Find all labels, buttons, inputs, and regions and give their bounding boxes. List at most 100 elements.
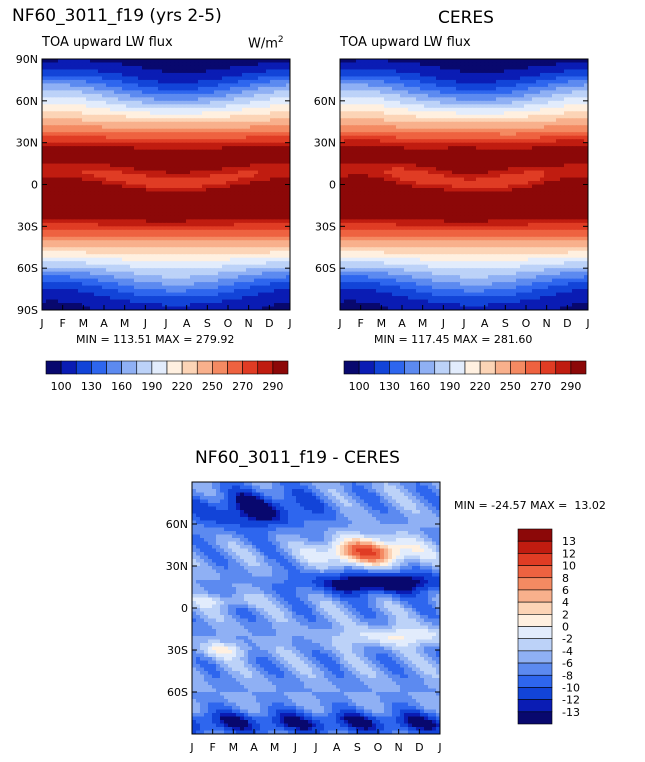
- model-cell: [190, 226, 195, 231]
- model-cell: [130, 59, 135, 64]
- model-cell: [214, 104, 219, 109]
- obs-cell: [584, 72, 588, 78]
- model-cell: [90, 191, 95, 196]
- model-cell: [42, 104, 47, 109]
- model-cell: [78, 83, 83, 88]
- model-cell: [118, 76, 123, 81]
- model-cell: [166, 236, 171, 241]
- model-cell: [230, 282, 235, 287]
- model-cell: [126, 229, 131, 234]
- model-cell: [214, 205, 219, 210]
- obs-cell: [372, 86, 377, 91]
- model-cell: [266, 222, 271, 227]
- model-cell: [102, 261, 107, 266]
- model-cell: [198, 93, 203, 98]
- model-cell: [110, 121, 115, 126]
- model-cell: [210, 111, 215, 116]
- model-cell: [138, 139, 143, 144]
- model-cell: [242, 208, 247, 213]
- model-cell: [114, 104, 119, 109]
- obs-cell: [524, 59, 529, 64]
- model-cell: [62, 86, 67, 91]
- model-cell: [154, 264, 159, 269]
- model-cell: [210, 296, 215, 301]
- model-cell: [198, 236, 203, 241]
- model-cell: [130, 299, 135, 304]
- model-cell: [202, 261, 207, 266]
- model-cell: [82, 198, 87, 203]
- model-cell: [42, 292, 47, 297]
- model-cell: [110, 236, 115, 241]
- model-cell: [190, 212, 195, 217]
- model-cell: [42, 118, 47, 123]
- model-cell: [146, 247, 151, 252]
- model-cell: [154, 181, 159, 186]
- model-cell: [174, 268, 179, 273]
- model-cell: [182, 187, 187, 193]
- model-cell: [286, 156, 290, 161]
- model-cell: [274, 72, 279, 78]
- model-cell: [134, 215, 139, 220]
- obs-cell: [524, 76, 529, 81]
- model-cell: [126, 215, 131, 220]
- model-cell: [74, 264, 79, 269]
- model-cell: [162, 181, 167, 186]
- model-cell: [54, 167, 59, 172]
- model-cell: [130, 125, 135, 130]
- obs-cell: [440, 59, 445, 64]
- model-cell: [222, 233, 227, 238]
- model-cell: [142, 275, 147, 280]
- model-cell: [262, 90, 267, 95]
- model-cell: [126, 139, 131, 144]
- model-cell: [42, 79, 47, 85]
- model-cell: [98, 205, 103, 210]
- model-cell: [158, 149, 163, 154]
- model-cell: [74, 278, 79, 283]
- model-cell: [162, 243, 167, 248]
- model-cell: [234, 121, 239, 126]
- model-cell: [66, 174, 71, 179]
- model-cell: [170, 170, 175, 175]
- model-cell: [142, 97, 147, 102]
- model-cell: [42, 174, 47, 179]
- obs-cell: [376, 69, 381, 74]
- model-cell: [42, 208, 47, 213]
- model-cell: [122, 128, 127, 133]
- model-cell: [222, 285, 227, 290]
- model-cell: [154, 191, 159, 196]
- model-cell: [202, 62, 207, 67]
- model-cell: [186, 86, 191, 91]
- model-cell: [142, 222, 147, 227]
- model-cell: [178, 268, 183, 273]
- obs-cell: [400, 69, 405, 74]
- model-cell: [150, 212, 155, 217]
- model-cell: [98, 194, 103, 200]
- model-cell: [58, 93, 63, 98]
- model-cell: [78, 86, 83, 91]
- model-cell: [110, 201, 115, 207]
- obs-cell: [340, 76, 345, 81]
- model-cell: [50, 243, 55, 248]
- model-cell: [130, 142, 135, 147]
- obs-cell: [472, 59, 477, 64]
- model-cell: [182, 191, 187, 196]
- model-cell: [202, 289, 207, 294]
- model-cell: [278, 187, 283, 193]
- obs-cell: [564, 59, 569, 64]
- model-cell: [242, 135, 247, 140]
- model-cell: [86, 285, 91, 290]
- model-cell: [210, 198, 215, 203]
- model-cell: [150, 278, 155, 283]
- model-cell: [266, 187, 271, 193]
- model-cell: [138, 187, 143, 193]
- obs-cell: [408, 59, 413, 64]
- model-cell: [42, 187, 47, 193]
- model-cell: [138, 299, 143, 304]
- model-cell: [194, 212, 199, 217]
- model-cell: [138, 100, 143, 105]
- model-cell: [210, 275, 215, 280]
- model-cell: [270, 296, 275, 301]
- model-cell: [182, 170, 187, 175]
- model-cell: [270, 191, 275, 196]
- model-cell: [54, 264, 59, 269]
